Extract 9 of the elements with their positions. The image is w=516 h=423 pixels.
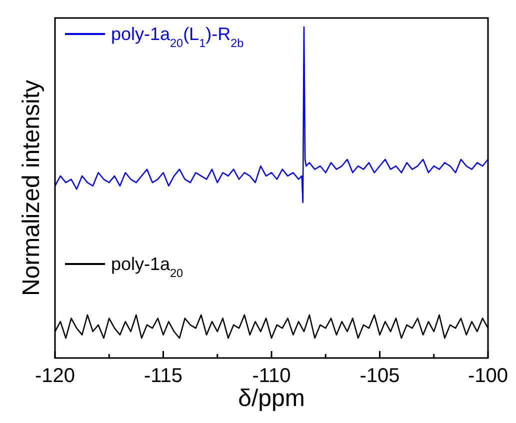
x-tick-label: -120 bbox=[34, 365, 76, 387]
x-tick-label: -105 bbox=[360, 365, 400, 387]
y-axis-title: Normalized intensity bbox=[18, 80, 45, 296]
x-tick-label: -115 bbox=[144, 365, 183, 387]
x-axis-title: δ/ppm bbox=[238, 385, 305, 412]
x-tick-label: -100 bbox=[468, 365, 508, 387]
legend-label: poly-1a$_{20}$(L$_{1}$)-R$_{2b}$ bbox=[111, 24, 244, 50]
legend-label: poly-1a$_{20}$ bbox=[111, 254, 184, 280]
x-tick-label: -110 bbox=[252, 365, 291, 387]
